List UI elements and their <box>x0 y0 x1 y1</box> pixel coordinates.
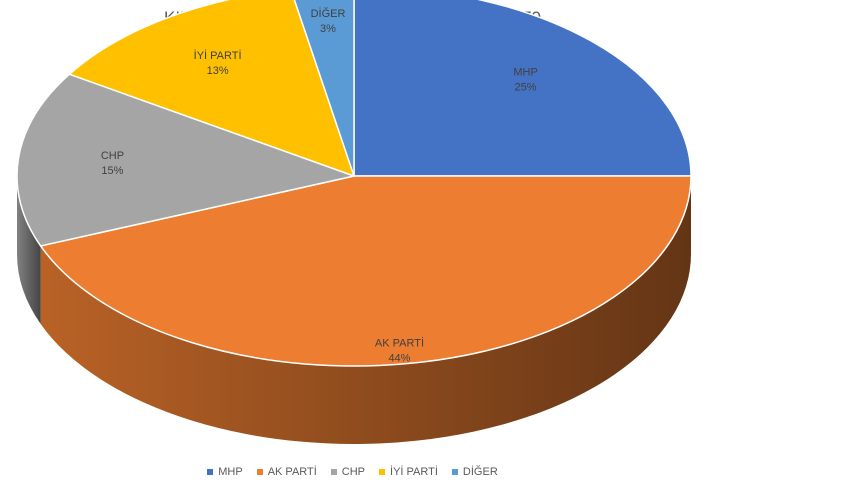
legend-label: MHP <box>218 466 243 478</box>
slice-value-label: 44% <box>388 352 410 364</box>
legend-item: MHP <box>207 466 243 478</box>
legend-label: DİĞER <box>462 466 498 478</box>
slice-label: CHP <box>101 150 124 162</box>
legend-swatch <box>207 469 214 475</box>
pie-slice-ak-parti̇ <box>39 175 692 367</box>
pie-slice-chp <box>16 73 357 247</box>
pie-slice-di̇ğer <box>293 0 355 177</box>
pie-labels: MHP 25% AK PARTİ 44% CHP 15% İYİ PARTİ 13% DİĞER… <box>101 7 538 364</box>
legend-swatch <box>451 469 458 475</box>
legend-item: İYİ PARTİ <box>379 466 438 478</box>
pie-slices <box>16 0 692 367</box>
legend-swatch <box>330 469 337 475</box>
legend-label: İYİ PARTİ <box>390 466 438 478</box>
slice-label: MHP <box>513 66 537 78</box>
legend-label: CHP <box>341 466 366 478</box>
legend-label: AK PARTİ <box>267 466 317 478</box>
slice-label: DİĞER <box>311 7 346 20</box>
slice-value-label: 13% <box>207 65 229 77</box>
slice-value-label: 25% <box>515 81 537 93</box>
legend-swatch <box>379 469 386 475</box>
legend: MHP AK PARTİ CHP İYİ PARTİ DİĞER <box>0 466 705 478</box>
legend-swatch <box>256 469 263 475</box>
pie-slice-i̇yi̇-parti̇ <box>68 0 356 178</box>
slice-label: İYİ PARTİ <box>194 49 242 62</box>
slice-value-label: 3% <box>320 23 336 35</box>
legend-item: AK PARTİ <box>256 466 317 478</box>
pie-side-ak-parti̇ <box>40 176 691 444</box>
slice-value-label: 15% <box>101 165 123 177</box>
slice-label: AK PARTİ <box>375 336 424 349</box>
pie-slice-mhp <box>353 0 692 177</box>
legend-item: DİĞER <box>451 466 498 478</box>
legend-item: CHP <box>330 466 366 478</box>
